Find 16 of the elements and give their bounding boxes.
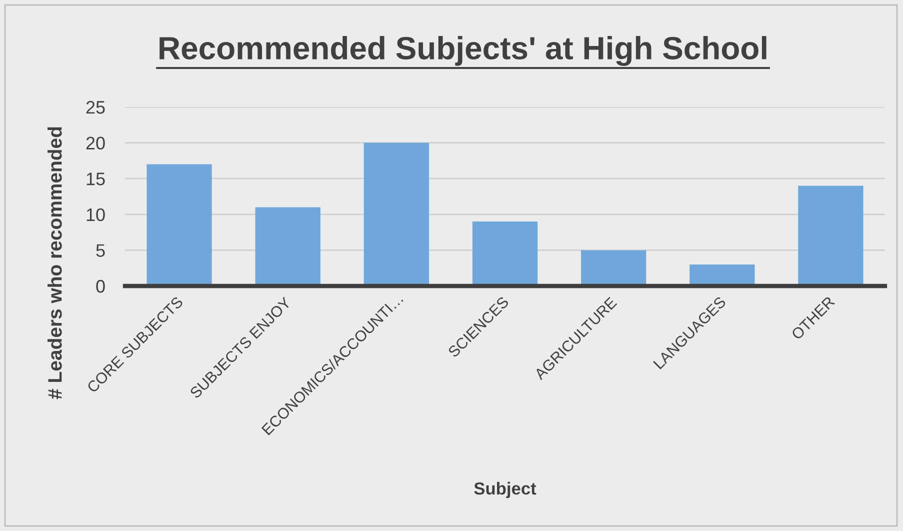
- bar: [472, 222, 538, 286]
- y-tick-label: 5: [96, 244, 105, 257]
- y-tick-label: 25: [86, 100, 105, 114]
- bar: [690, 264, 755, 286]
- x-axis-title: Subject: [474, 482, 536, 498]
- bar: [146, 164, 212, 286]
- chart-title: Recommended Subjects' at High School: [160, 36, 766, 66]
- bar: [798, 186, 864, 286]
- bar: [581, 250, 646, 286]
- y-axis-title: # Leaders who recommended: [48, 127, 62, 400]
- bar: [255, 207, 320, 286]
- y-tick-label: 15: [86, 172, 105, 186]
- bar: [364, 142, 429, 286]
- y-tick-label: 10: [86, 208, 105, 222]
- y-tick-label: 20: [86, 136, 105, 150]
- y-tick-label: 0: [96, 280, 105, 293]
